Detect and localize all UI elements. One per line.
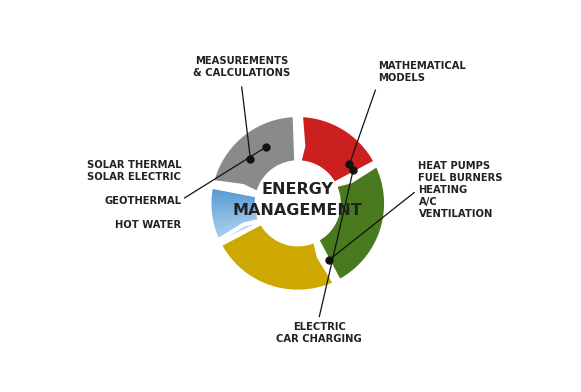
Polygon shape [210,210,257,220]
Polygon shape [216,219,260,240]
Polygon shape [210,206,257,211]
Polygon shape [215,218,260,236]
Polygon shape [317,165,386,281]
Polygon shape [209,203,257,206]
Polygon shape [220,223,335,292]
Polygon shape [210,194,257,200]
Circle shape [259,164,337,243]
Text: HEAT PUMPS
FUEL BURNERS
HEATING
A/C
VENTILATION: HEAT PUMPS FUEL BURNERS HEATING A/C VENT… [418,162,503,220]
Polygon shape [210,207,257,215]
Text: MEASUREMENTS
& CALCULATIONS: MEASUREMENTS & CALCULATIONS [193,56,290,78]
Polygon shape [211,211,258,222]
Polygon shape [212,115,296,193]
Text: MATHEMATICAL
MODELS: MATHEMATICAL MODELS [379,61,467,83]
Polygon shape [216,218,260,238]
Polygon shape [209,201,257,204]
Polygon shape [210,196,257,201]
Polygon shape [209,187,261,241]
Polygon shape [209,204,257,207]
Polygon shape [299,115,376,184]
Polygon shape [209,200,257,203]
Polygon shape [210,209,257,219]
Polygon shape [214,217,260,234]
Polygon shape [210,208,257,217]
Polygon shape [210,187,257,197]
Polygon shape [209,198,257,202]
Polygon shape [209,205,257,209]
Polygon shape [211,212,258,224]
Polygon shape [217,220,261,241]
Polygon shape [210,207,257,213]
Polygon shape [210,190,257,198]
Polygon shape [211,212,258,226]
Polygon shape [212,213,259,228]
Text: ELECTRIC
CAR CHARGING: ELECTRIC CAR CHARGING [277,322,362,344]
Text: SOLAR THERMAL
SOLAR ELECTRIC

GEOTHERMAL

HOT WATER: SOLAR THERMAL SOLAR ELECTRIC GEOTHERMAL … [87,160,181,230]
Polygon shape [210,192,257,199]
Polygon shape [213,214,259,229]
Text: ENERGY
MANAGEMENT: ENERGY MANAGEMENT [233,182,363,218]
Polygon shape [210,188,257,198]
Polygon shape [214,216,259,233]
Polygon shape [213,215,259,231]
